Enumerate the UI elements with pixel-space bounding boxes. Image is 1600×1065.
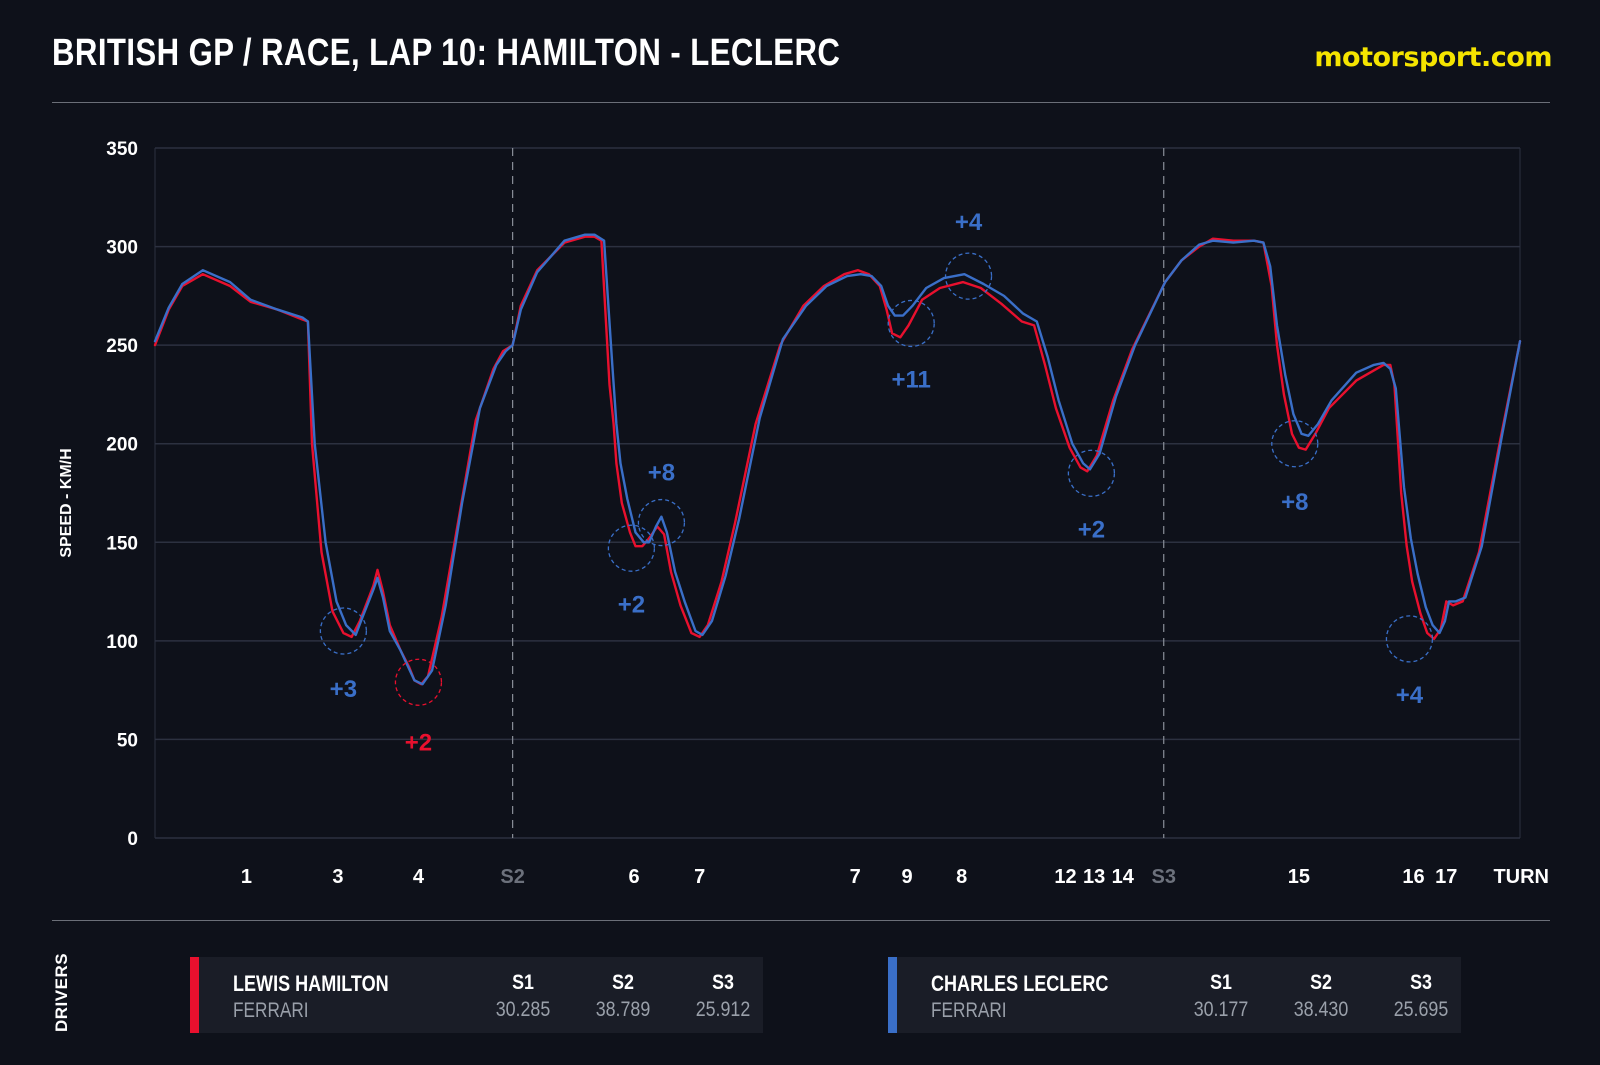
- turn-label: 1: [241, 866, 252, 888]
- driver-color-bar: [888, 957, 897, 1033]
- y-tick-label: 50: [117, 730, 138, 751]
- turn-label: 4: [413, 866, 425, 888]
- delta-marker: [319, 607, 368, 655]
- delta-marker: [944, 252, 993, 300]
- series-lines: [153, 233, 1522, 686]
- annotations: +3 +2 +2 +8 +11 +4 +2 +8 +4: [319, 209, 1434, 756]
- y-tick-label: 350: [106, 139, 138, 160]
- sector-label: S3: [712, 971, 734, 994]
- delta-marker: [1067, 449, 1116, 497]
- turn-label: 9: [902, 866, 913, 888]
- driver-color-bar: [190, 957, 199, 1033]
- page-title: BRITISH GP / RACE, LAP 10: HAMILTON - LE…: [52, 32, 841, 74]
- y-tick-label: 100: [106, 632, 138, 653]
- delta-marker: [887, 299, 935, 348]
- chart-grid: [154, 147, 1521, 839]
- turn-label: 13: [1083, 866, 1105, 888]
- delta-label: +2: [405, 729, 432, 756]
- turn-label: 12: [1054, 866, 1076, 888]
- turn-label: 7: [694, 866, 705, 888]
- sector-label: S2: [500, 866, 524, 888]
- x-axis-label: TURN: [1493, 866, 1549, 888]
- y-axis-label: SPEED - KM/H: [58, 448, 75, 557]
- series-line: [153, 233, 1522, 686]
- delta-marker: [394, 658, 443, 706]
- turn-label: 15: [1288, 866, 1310, 888]
- driver-team: FERRARI: [931, 999, 1007, 1022]
- sector-3: S3 25.912: [683, 971, 763, 1022]
- sector-label: S3: [1152, 866, 1176, 888]
- sector-time: 30.177: [1193, 998, 1249, 1021]
- delta-label: +4: [1396, 682, 1424, 709]
- turn-label: 6: [629, 866, 640, 888]
- sector-time: 25.912: [695, 998, 751, 1021]
- driver-team: FERRARI: [233, 999, 309, 1022]
- sector-time: 38.430: [1293, 998, 1349, 1021]
- sector-label: S2: [612, 971, 634, 994]
- delta-label: +11: [892, 367, 931, 394]
- driver-card-leclerc: CHARLES LECLERC FERRARI S1 30.177 S2 38.…: [888, 957, 1461, 1033]
- series-line: [153, 235, 1522, 686]
- sector-label: S1: [512, 971, 534, 994]
- driver-name: CHARLES LECLERC: [931, 971, 1109, 996]
- brand-logo: motorsport.com: [1314, 42, 1552, 73]
- header-divider: [52, 102, 1550, 103]
- turn-label: 7: [850, 866, 861, 888]
- delta-label: +8: [648, 459, 675, 486]
- turn-labels: S2 S31 3 4 6 7 7 9 8 12 13 14 15 16 17: [241, 866, 1458, 888]
- delta-marker: [1271, 420, 1319, 468]
- turn-label: 14: [1112, 866, 1135, 888]
- y-axis-ticks: 0 50 100 150 200 250 300 350: [106, 139, 138, 850]
- sector-lines: [512, 148, 1165, 838]
- sector-time: 25.695: [1393, 998, 1449, 1021]
- y-tick-label: 200: [106, 435, 138, 456]
- sector-time: 38.789: [595, 998, 651, 1021]
- delta-marker: [1385, 615, 1434, 663]
- y-tick-label: 250: [106, 336, 138, 357]
- delta-label: +3: [330, 676, 357, 703]
- sector-1: S1 30.285: [483, 971, 563, 1022]
- driver-card-hamilton: LEWIS HAMILTON FERRARI S1 30.285 S2 38.7…: [190, 957, 763, 1033]
- sector-1: S1 30.177: [1181, 971, 1261, 1022]
- y-tick-label: 300: [106, 238, 138, 259]
- turn-label: 17: [1435, 866, 1457, 888]
- sector-3: S3 25.695: [1381, 971, 1461, 1022]
- drivers-label: DRIVERS: [52, 952, 71, 1032]
- sector-2: S2 38.430: [1281, 971, 1361, 1022]
- delta-marker: [637, 498, 686, 547]
- delta-label: +2: [1078, 516, 1105, 543]
- footer-divider: [52, 920, 1550, 921]
- delta-marker: [607, 524, 656, 572]
- delta-label: +4: [955, 209, 983, 236]
- turn-label: 3: [332, 866, 343, 888]
- sector-label: S2: [1310, 971, 1332, 994]
- sector-label: S3: [1410, 971, 1432, 994]
- turn-label: 8: [956, 866, 967, 888]
- driver-name: LEWIS HAMILTON: [233, 971, 389, 996]
- sector-time: 30.285: [495, 998, 551, 1021]
- y-tick-label: 0: [127, 829, 138, 850]
- sector-2: S2 38.789: [583, 971, 663, 1022]
- delta-label: +2: [618, 591, 645, 618]
- y-tick-label: 150: [106, 533, 138, 554]
- sector-label: S1: [1210, 971, 1232, 994]
- delta-label: +8: [1281, 489, 1308, 516]
- turn-label: 16: [1402, 866, 1424, 888]
